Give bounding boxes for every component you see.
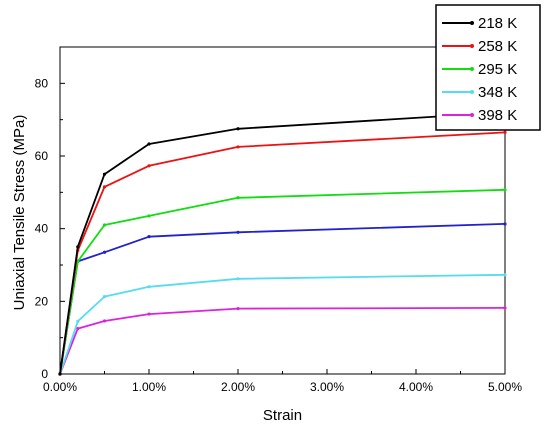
y-tick-label: 80 [35,76,49,90]
data-point-0-2 [102,172,107,176]
y-axis-title: Uniaxial Tensile Stress (MPa) [11,115,28,311]
series-line-0 [59,111,506,375]
data-point-1-4 [236,145,240,149]
legend-marker [470,21,474,25]
series-line-3 [59,273,506,375]
data-point-5-3 [147,235,151,239]
series-layer [58,110,507,376]
x-tick-label: 0.00% [43,380,77,394]
legend: 218 K 258 K 295 K 348 K 398 K [435,4,541,131]
axes-layer: 0.00% 1.00% 2.00% 3.00% 4.00% 5.00% 0 20 40 60 80 [35,76,523,394]
x-tick-label: 5.00% [488,380,522,394]
legend-label: 348 K [478,84,517,101]
data-point-3-3 [147,285,151,289]
x-tick-label: 1.00% [132,380,166,394]
series-line-5 [59,223,506,375]
data-point-1-3 [147,164,151,168]
data-point-5-4 [236,230,240,234]
legend-label: 258 K [478,38,517,55]
data-point-5-5 [503,222,507,226]
legend-marker [470,90,474,94]
y-tick-label: 40 [35,222,49,236]
series-line-1 [59,131,506,375]
data-point-4-2 [102,319,107,323]
data-point-0-4 [236,127,240,131]
data-point-4-3 [147,312,151,316]
data-point-2-5 [503,188,507,192]
y-tick-label: 60 [35,149,49,163]
data-point-2-4 [236,196,240,200]
data-point-0-1 [76,245,80,249]
data-point-3-4 [236,277,240,281]
legend-marker [470,67,474,71]
data-point-2-3 [147,214,151,218]
data-point-3-5 [503,273,507,277]
series-line-4 [59,306,506,375]
legend-label: 398 K [478,107,517,124]
data-point-4-5 [503,306,507,310]
data-point-4-4 [236,307,240,311]
data-point-4-1 [76,326,80,331]
data-point-2-2 [102,223,107,227]
x-tick-label: 2.00% [221,380,255,394]
x-axis-title: Strain [263,407,302,424]
x-tick-label: 4.00% [399,380,433,394]
x-tick-label: 3.00% [310,380,344,394]
legend-box [435,4,541,131]
y-tick-label: 20 [35,294,49,308]
data-point-3-2 [102,295,107,299]
y-tick-label: 0 [41,367,48,381]
legend-label: 218 K [478,15,517,32]
series-line-2 [59,188,506,375]
data-point-1-5 [503,130,507,134]
legend-label: 295 K [478,61,517,78]
legend-marker [470,113,474,117]
data-point-1-2 [102,185,107,189]
legend-marker [470,44,474,48]
data-point-5-2 [102,250,107,254]
data-point-0-3 [147,142,151,146]
data-point-3-1 [76,319,80,323]
